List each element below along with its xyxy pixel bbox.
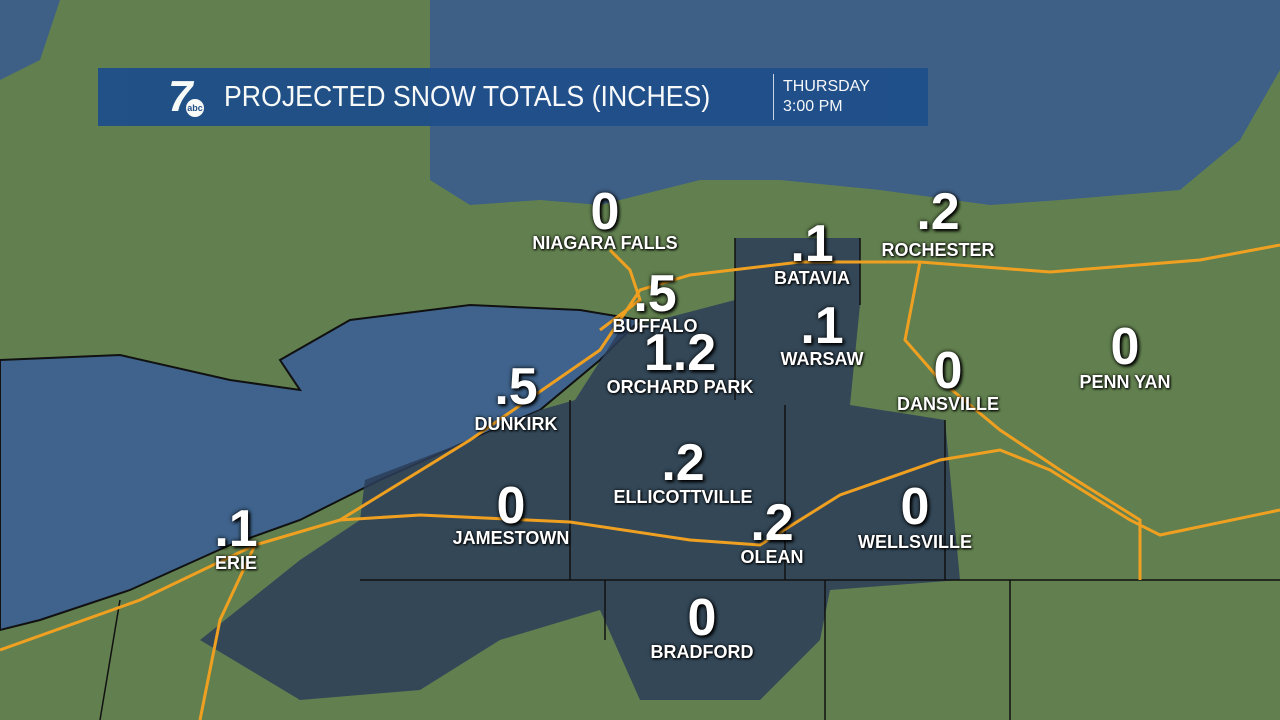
snow-total-value: .2 <box>916 183 960 241</box>
city-label: PENN YAN <box>1079 372 1171 392</box>
city-label: DANSVILLE <box>896 394 1000 414</box>
title-banner: 7 abc PROJECTED SNOW TOTALS (INCHES) THUR… <box>98 68 928 126</box>
city-label: NIAGARA FALLS <box>532 233 678 253</box>
city-label: BUFFALO <box>612 316 698 336</box>
lake-huron-area <box>0 0 60 80</box>
banner-time: 3:00 PM <box>783 98 843 115</box>
snow-total-value: .2 <box>661 434 705 492</box>
snow-total-value: .5 <box>633 265 677 323</box>
snow-total-value: .5 <box>494 358 538 416</box>
lake-erie <box>0 303 643 632</box>
snow-total-value: 0 <box>687 589 717 647</box>
abc-logo-icon: abc <box>186 99 204 117</box>
banner-divider <box>773 74 774 120</box>
city-label: OLEAN <box>740 547 804 567</box>
city-label: ORCHARD PARK <box>606 377 754 397</box>
banner-day: THURSDAY <box>783 78 870 95</box>
snow-total-value: 0 <box>590 183 620 241</box>
snow-total-value: .1 <box>214 500 258 558</box>
city-label: DUNKIRK <box>474 414 558 434</box>
snow-total-value: 0 <box>933 342 963 400</box>
county-lines <box>99 238 1280 720</box>
snow-total-value: 1.2 <box>643 324 717 382</box>
snow-total-value: .2 <box>750 494 794 552</box>
banner-title: PROJECTED SNOW TOTALS (INCHES) <box>224 81 711 113</box>
city-label: JAMESTOWN <box>452 528 570 548</box>
roads <box>0 243 1280 720</box>
station-logo: 7 abc <box>168 72 204 121</box>
snow-total-value: .1 <box>790 215 834 273</box>
city-label: WARSAW <box>780 349 864 369</box>
city-label: BATAVIA <box>774 268 850 288</box>
snow-region <box>200 238 960 700</box>
city-label: BRADFORD <box>650 642 754 662</box>
snow-total-value: 0 <box>900 478 930 536</box>
banner-datetime: THURSDAY 3:00 PM <box>783 77 870 117</box>
city-label: WELLSVILLE <box>858 532 972 552</box>
city-label: ELLICOTTVILLE <box>613 487 753 507</box>
snow-total-value: 0 <box>496 477 526 535</box>
city-label: ROCHESTER <box>881 240 995 260</box>
snow-total-value: 0 <box>1110 318 1140 376</box>
snow-total-value: .1 <box>800 297 844 355</box>
city-label: ERIE <box>214 553 258 573</box>
